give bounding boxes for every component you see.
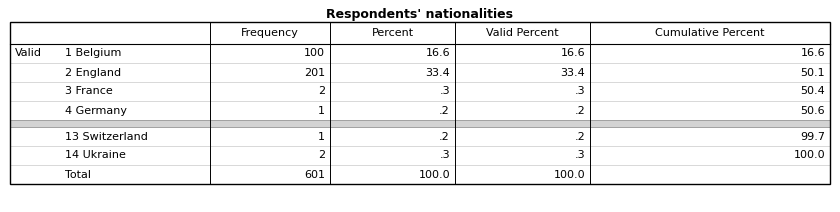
Text: 3 France: 3 France [65,86,113,96]
Text: 1: 1 [318,131,325,141]
Text: Total: Total [65,170,91,180]
Text: Respondents' nationalities: Respondents' nationalities [327,8,513,21]
Text: 13 Switzerland: 13 Switzerland [65,131,148,141]
Text: .3: .3 [439,86,450,96]
Text: 601: 601 [304,170,325,180]
Text: 33.4: 33.4 [425,67,450,78]
Text: 100.0: 100.0 [793,151,825,160]
Text: 100.0: 100.0 [554,170,585,180]
Text: 50.1: 50.1 [801,67,825,78]
Text: Frequency: Frequency [241,28,299,38]
Text: Valid Percent: Valid Percent [486,28,559,38]
Text: 16.6: 16.6 [801,49,825,59]
Text: 50.6: 50.6 [801,106,825,116]
Text: 201: 201 [304,67,325,78]
Text: Percent: Percent [371,28,413,38]
Text: 16.6: 16.6 [560,49,585,59]
Text: .2: .2 [439,131,450,141]
Text: 100: 100 [304,49,325,59]
Text: 100.0: 100.0 [418,170,450,180]
Bar [10,22,830,184]
Text: 14 Ukraine: 14 Ukraine [65,151,126,160]
Text: 1 Belgium: 1 Belgium [65,49,121,59]
Text: 2: 2 [318,86,325,96]
Text: 99.7: 99.7 [800,131,825,141]
Text: 33.4: 33.4 [560,67,585,78]
Bar [10,120,830,127]
Text: 2 England: 2 England [65,67,121,78]
Text: 2: 2 [318,151,325,160]
Text: .2: .2 [575,131,585,141]
Text: 1: 1 [318,106,325,116]
Text: .3: .3 [575,86,585,96]
Text: .2: .2 [575,106,585,116]
Text: 50.4: 50.4 [801,86,825,96]
Text: 4 Germany: 4 Germany [65,106,127,116]
Bar [10,22,830,184]
Text: .3: .3 [439,151,450,160]
Text: .2: .2 [439,106,450,116]
Text: Valid: Valid [15,49,42,59]
Text: .3: .3 [575,151,585,160]
Text: 16.6: 16.6 [425,49,450,59]
Text: Cumulative Percent: Cumulative Percent [655,28,764,38]
